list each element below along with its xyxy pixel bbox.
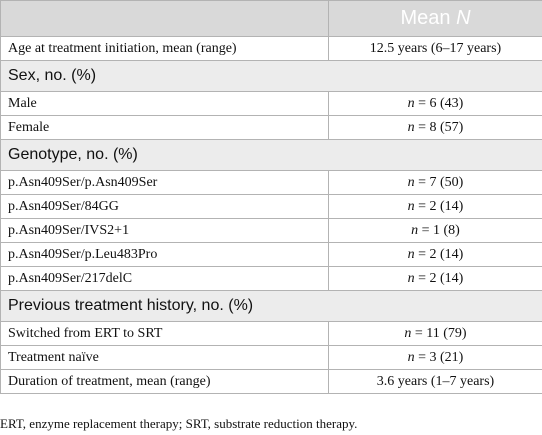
table-row: p.Asn409Ser/p.Asn409Ser n = 7 (50) xyxy=(0,170,542,195)
patient-characteristics-table: Mean N Age at treatment initiation, mean… xyxy=(0,0,542,394)
row-value: n = 2 (14) xyxy=(328,266,542,291)
table-row: Female n = 8 (57) xyxy=(0,115,542,140)
value-text: = 2 (14) xyxy=(414,198,464,214)
row-label: Switched from ERT to SRT xyxy=(0,321,329,346)
table-row: Switched from ERT to SRT n = 11 (79) xyxy=(0,321,542,346)
table-footnote: ERT, enzyme replacement therapy; SRT, su… xyxy=(0,416,358,431)
row-value: n = 2 (14) xyxy=(328,242,542,267)
row-value: n = 8 (57) xyxy=(328,115,542,140)
table-row: Duration of treatment, mean (range) 3.6 … xyxy=(0,369,542,394)
row-label: Age at treatment initiation, mean (range… xyxy=(0,36,329,61)
n-symbol: n xyxy=(411,222,419,238)
table-row: Treatment naïve n = 3 (21) xyxy=(0,345,542,370)
row-value: 3.6 years (1–7 years) xyxy=(328,369,542,394)
row-label: p.Asn409Ser/IVS2+1 xyxy=(0,218,329,243)
section-title-sex: Sex, no. (%) xyxy=(0,60,542,92)
row-label: p.Asn409Ser/p.Asn409Ser xyxy=(0,170,329,195)
header-mean-label: Mean xyxy=(400,7,457,29)
value-text: = 1 (8) xyxy=(418,222,460,238)
section-title-history: Previous treatment history, no. (%) xyxy=(0,290,542,322)
row-value: n = 6 (43) xyxy=(328,91,542,116)
row-value: n = 7 (50) xyxy=(328,170,542,195)
value-text: = 2 (14) xyxy=(414,246,464,262)
n-symbol: n xyxy=(407,349,415,365)
n-symbol: n xyxy=(407,95,415,111)
row-value: n = 11 (79) xyxy=(328,321,542,346)
row-label: Male xyxy=(0,91,329,116)
table-header-row: Mean N xyxy=(0,0,542,37)
table-row: p.Asn409Ser/84GG n = 2 (14) xyxy=(0,194,542,219)
table-row: Male n = 6 (43) xyxy=(0,91,542,116)
n-symbol: n xyxy=(407,119,415,135)
section-row: Sex, no. (%) xyxy=(0,60,542,92)
row-label: Duration of treatment, mean (range) xyxy=(0,369,329,394)
header-n-var: N xyxy=(456,7,471,29)
value-text: = 8 (57) xyxy=(414,119,464,135)
value-text: = 2 (14) xyxy=(414,270,464,286)
row-label: Female xyxy=(0,115,329,140)
table-row: Age at treatment initiation, mean (range… xyxy=(0,36,542,61)
n-symbol: n xyxy=(404,325,412,341)
row-value: n = 1 (8) xyxy=(328,218,542,243)
table-row: p.Asn409Ser/IVS2+1 n = 1 (8) xyxy=(0,218,542,243)
row-label: p.Asn409Ser/217delC xyxy=(0,266,329,291)
n-symbol: n xyxy=(407,174,415,190)
n-symbol: n xyxy=(407,246,415,262)
header-mean-n: Mean N xyxy=(328,0,542,37)
header-empty-cell xyxy=(0,0,329,37)
value-text: = 7 (50) xyxy=(414,174,464,190)
row-value: n = 2 (14) xyxy=(328,194,542,219)
row-value: 12.5 years (6–17 years) xyxy=(328,36,542,61)
table-row: p.Asn409Ser/p.Leu483Pro n = 2 (14) xyxy=(0,242,542,267)
row-value: n = 3 (21) xyxy=(328,345,542,370)
n-symbol: n xyxy=(407,198,415,214)
value-text: = 6 (43) xyxy=(414,95,464,111)
section-row: Previous treatment history, no. (%) xyxy=(0,290,542,322)
value-text: = 3 (21) xyxy=(414,349,464,365)
n-symbol: n xyxy=(407,270,415,286)
row-label: p.Asn409Ser/p.Leu483Pro xyxy=(0,242,329,267)
section-row: Genotype, no. (%) xyxy=(0,139,542,171)
row-label: p.Asn409Ser/84GG xyxy=(0,194,329,219)
section-title-genotype: Genotype, no. (%) xyxy=(0,139,542,171)
row-label: Treatment naïve xyxy=(0,345,329,370)
table-row: p.Asn409Ser/217delC n = 2 (14) xyxy=(0,266,542,291)
value-text: = 11 (79) xyxy=(411,325,467,341)
